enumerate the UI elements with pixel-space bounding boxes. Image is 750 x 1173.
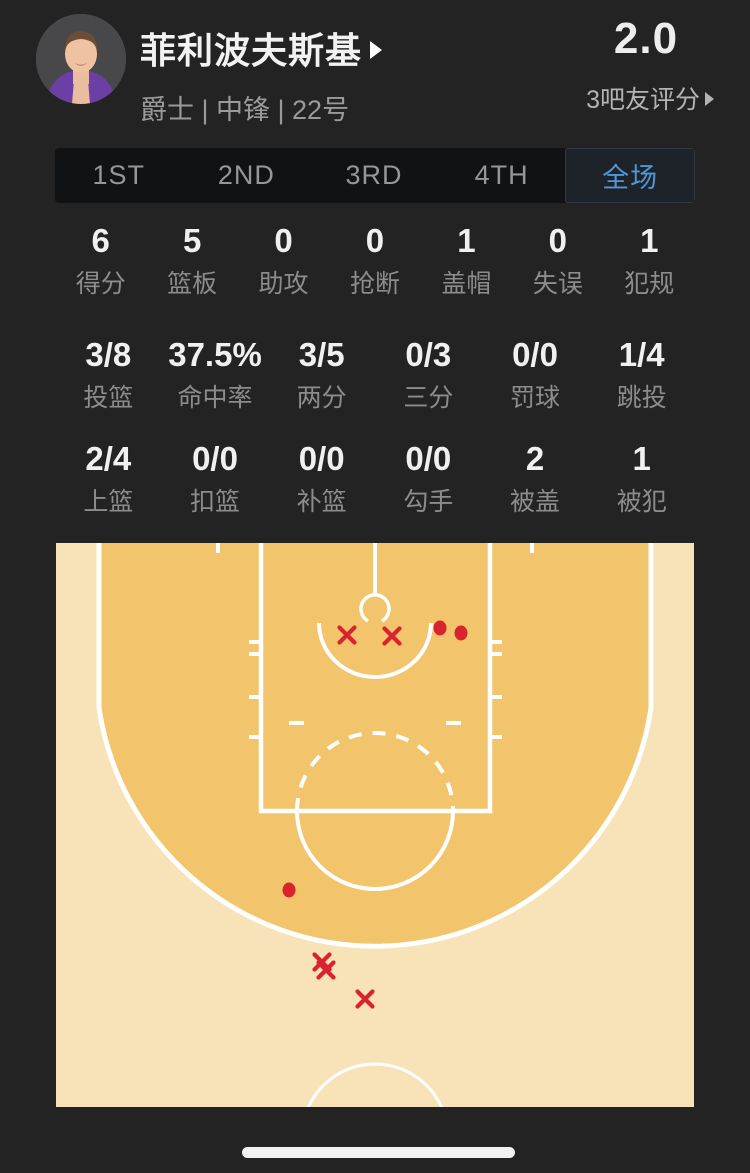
stat-label: 抢断 [349,270,400,298]
stat-value: 0/0 [192,440,238,477]
missed-shot-marker [316,960,336,980]
stat-cell-勾手: 0/0 勾手 [375,438,482,517]
player-photo [36,14,126,104]
stat-value: 0/0 [405,440,452,477]
stat-label: 失误 [532,270,583,298]
stat-value: 2/4 [85,440,132,477]
stat-value: 1/4 [618,336,665,373]
stat-label: 投篮 [83,384,134,412]
stat-value: 1 [640,222,659,259]
stat-label: 扣篮 [190,488,241,516]
tab-2ND[interactable]: 2ND [217,160,275,190]
made-shot-marker [282,882,296,898]
player-info[interactable]: 菲利波夫斯基 爵士 | 中锋 | 22号 [140,22,383,127]
stat-cell-被盖: 2 被盖 [482,438,589,517]
stat-cell-篮板: 5 篮板 [146,220,237,299]
stat-label: 上篮 [83,488,134,516]
stat-value: 5 [182,222,202,259]
home-indicator[interactable] [242,1147,515,1158]
stat-cell-两分: 3/5 两分 [268,334,375,413]
stat-value: 3/5 [298,336,345,373]
missed-shot-marker [337,625,357,645]
shot-chart-court [56,543,694,1107]
stat-value: 0/0 [512,336,558,373]
quarter-tabs: 1ST 2ND 3RD 4TH 全场 [55,148,695,203]
made-shot-marker [454,625,468,641]
three-point-area [99,543,651,947]
stat-label: 补篮 [296,488,347,516]
stat-cell-抢断: 0 抢断 [329,220,420,299]
missed-shot-marker [355,989,375,1009]
rating-voters-label: 3吧友评分 [586,86,700,114]
stat-label: 被犯 [616,488,667,516]
stat-label: 被盖 [510,488,561,516]
stat-value: 0/3 [405,336,452,373]
stat-value: 0 [548,222,567,259]
stat-cell-被犯: 1 被犯 [588,438,695,517]
stat-cell-上篮: 2/4 上篮 [55,438,162,517]
tab-3RD[interactable]: 3RD [345,160,403,190]
stat-label: 两分 [296,384,347,412]
stat-value: 1 [632,440,651,477]
stat-cell-投篮: 3/8 投篮 [55,334,162,413]
court-lines [96,543,654,1107]
stat-cell-助攻: 0 助攻 [238,220,329,299]
stat-label: 篮板 [167,270,218,298]
tab-4TH[interactable]: 4TH [474,160,529,190]
stat-value: 0 [274,222,293,259]
player-name-row: 菲利波夫斯基 [140,22,383,74]
tab-1ST[interactable]: 1ST [92,160,146,190]
stat-row: 2/4 上篮 0/0 扣篮 0/0 补篮 0/0 勾手 2 被盖 1 被犯 [55,438,695,517]
stat-value: 6 [91,222,110,259]
stat-cell-盖帽: 1 盖帽 [421,220,512,299]
shot-markers-layer [282,620,468,1009]
stat-cell-命中率: 37.5% 命中率 [162,334,269,413]
player-header: 菲利波夫斯基 爵士 | 中锋 | 22号 2.0 3吧友评分 [0,0,750,140]
player-name: 菲利波夫斯基 [140,30,363,71]
stat-label: 罚球 [510,384,561,412]
rating-sub-row: 3吧友评分 [578,80,714,116]
stat-value: 0/0 [298,440,345,477]
stat-label: 勾手 [403,488,454,516]
rating-block[interactable]: 2.0 3吧友评分 [578,14,714,116]
stat-cell-得分: 6 得分 [55,220,146,299]
stat-value: 0 [365,222,385,259]
missed-shot-marker [382,626,402,646]
name-expand-arrow-icon [370,41,383,59]
rating-value: 2.0 [613,14,679,63]
stat-label: 命中率 [177,384,253,412]
stat-cell-失误: 0 失误 [512,220,603,299]
stat-label: 犯规 [624,270,675,298]
stat-value: 3/8 [85,336,132,373]
stat-cell-三分: 0/3 三分 [375,334,482,413]
stat-cell-补篮: 0/0 补篮 [268,438,375,517]
team-position-number: 爵士 | 中锋 | 22号 [140,95,350,125]
stat-row: 3/8 投篮 37.5% 命中率 3/5 两分 0/3 三分 0/0 罚球 1/4 跳投 [55,334,695,413]
stat-cell-犯规: 1 犯规 [604,220,695,299]
stat-cell-扣篮: 0/0 扣篮 [162,438,269,517]
stat-cell-跳投: 1/4 跳投 [588,334,695,413]
stat-label: 跳投 [616,384,667,412]
rating-arrow-icon [705,92,714,106]
player-avatar[interactable] [36,14,126,104]
stat-label: 盖帽 [441,270,492,298]
made-shot-marker [433,620,447,636]
stat-value: 1 [457,222,476,259]
stat-row: 6 得分 5 篮板 0 助攻 0 抢断 1 盖帽 0 失误 1 犯规 [55,220,695,299]
stat-value: 37.5% [168,336,262,373]
tab-全场[interactable]: 全场 [565,148,695,203]
stat-cell-罚球: 0/0 罚球 [482,334,589,413]
stat-value: 2 [525,440,545,477]
stat-label: 得分 [75,270,126,298]
stat-label: 三分 [403,384,454,412]
stat-label: 助攻 [258,270,309,298]
